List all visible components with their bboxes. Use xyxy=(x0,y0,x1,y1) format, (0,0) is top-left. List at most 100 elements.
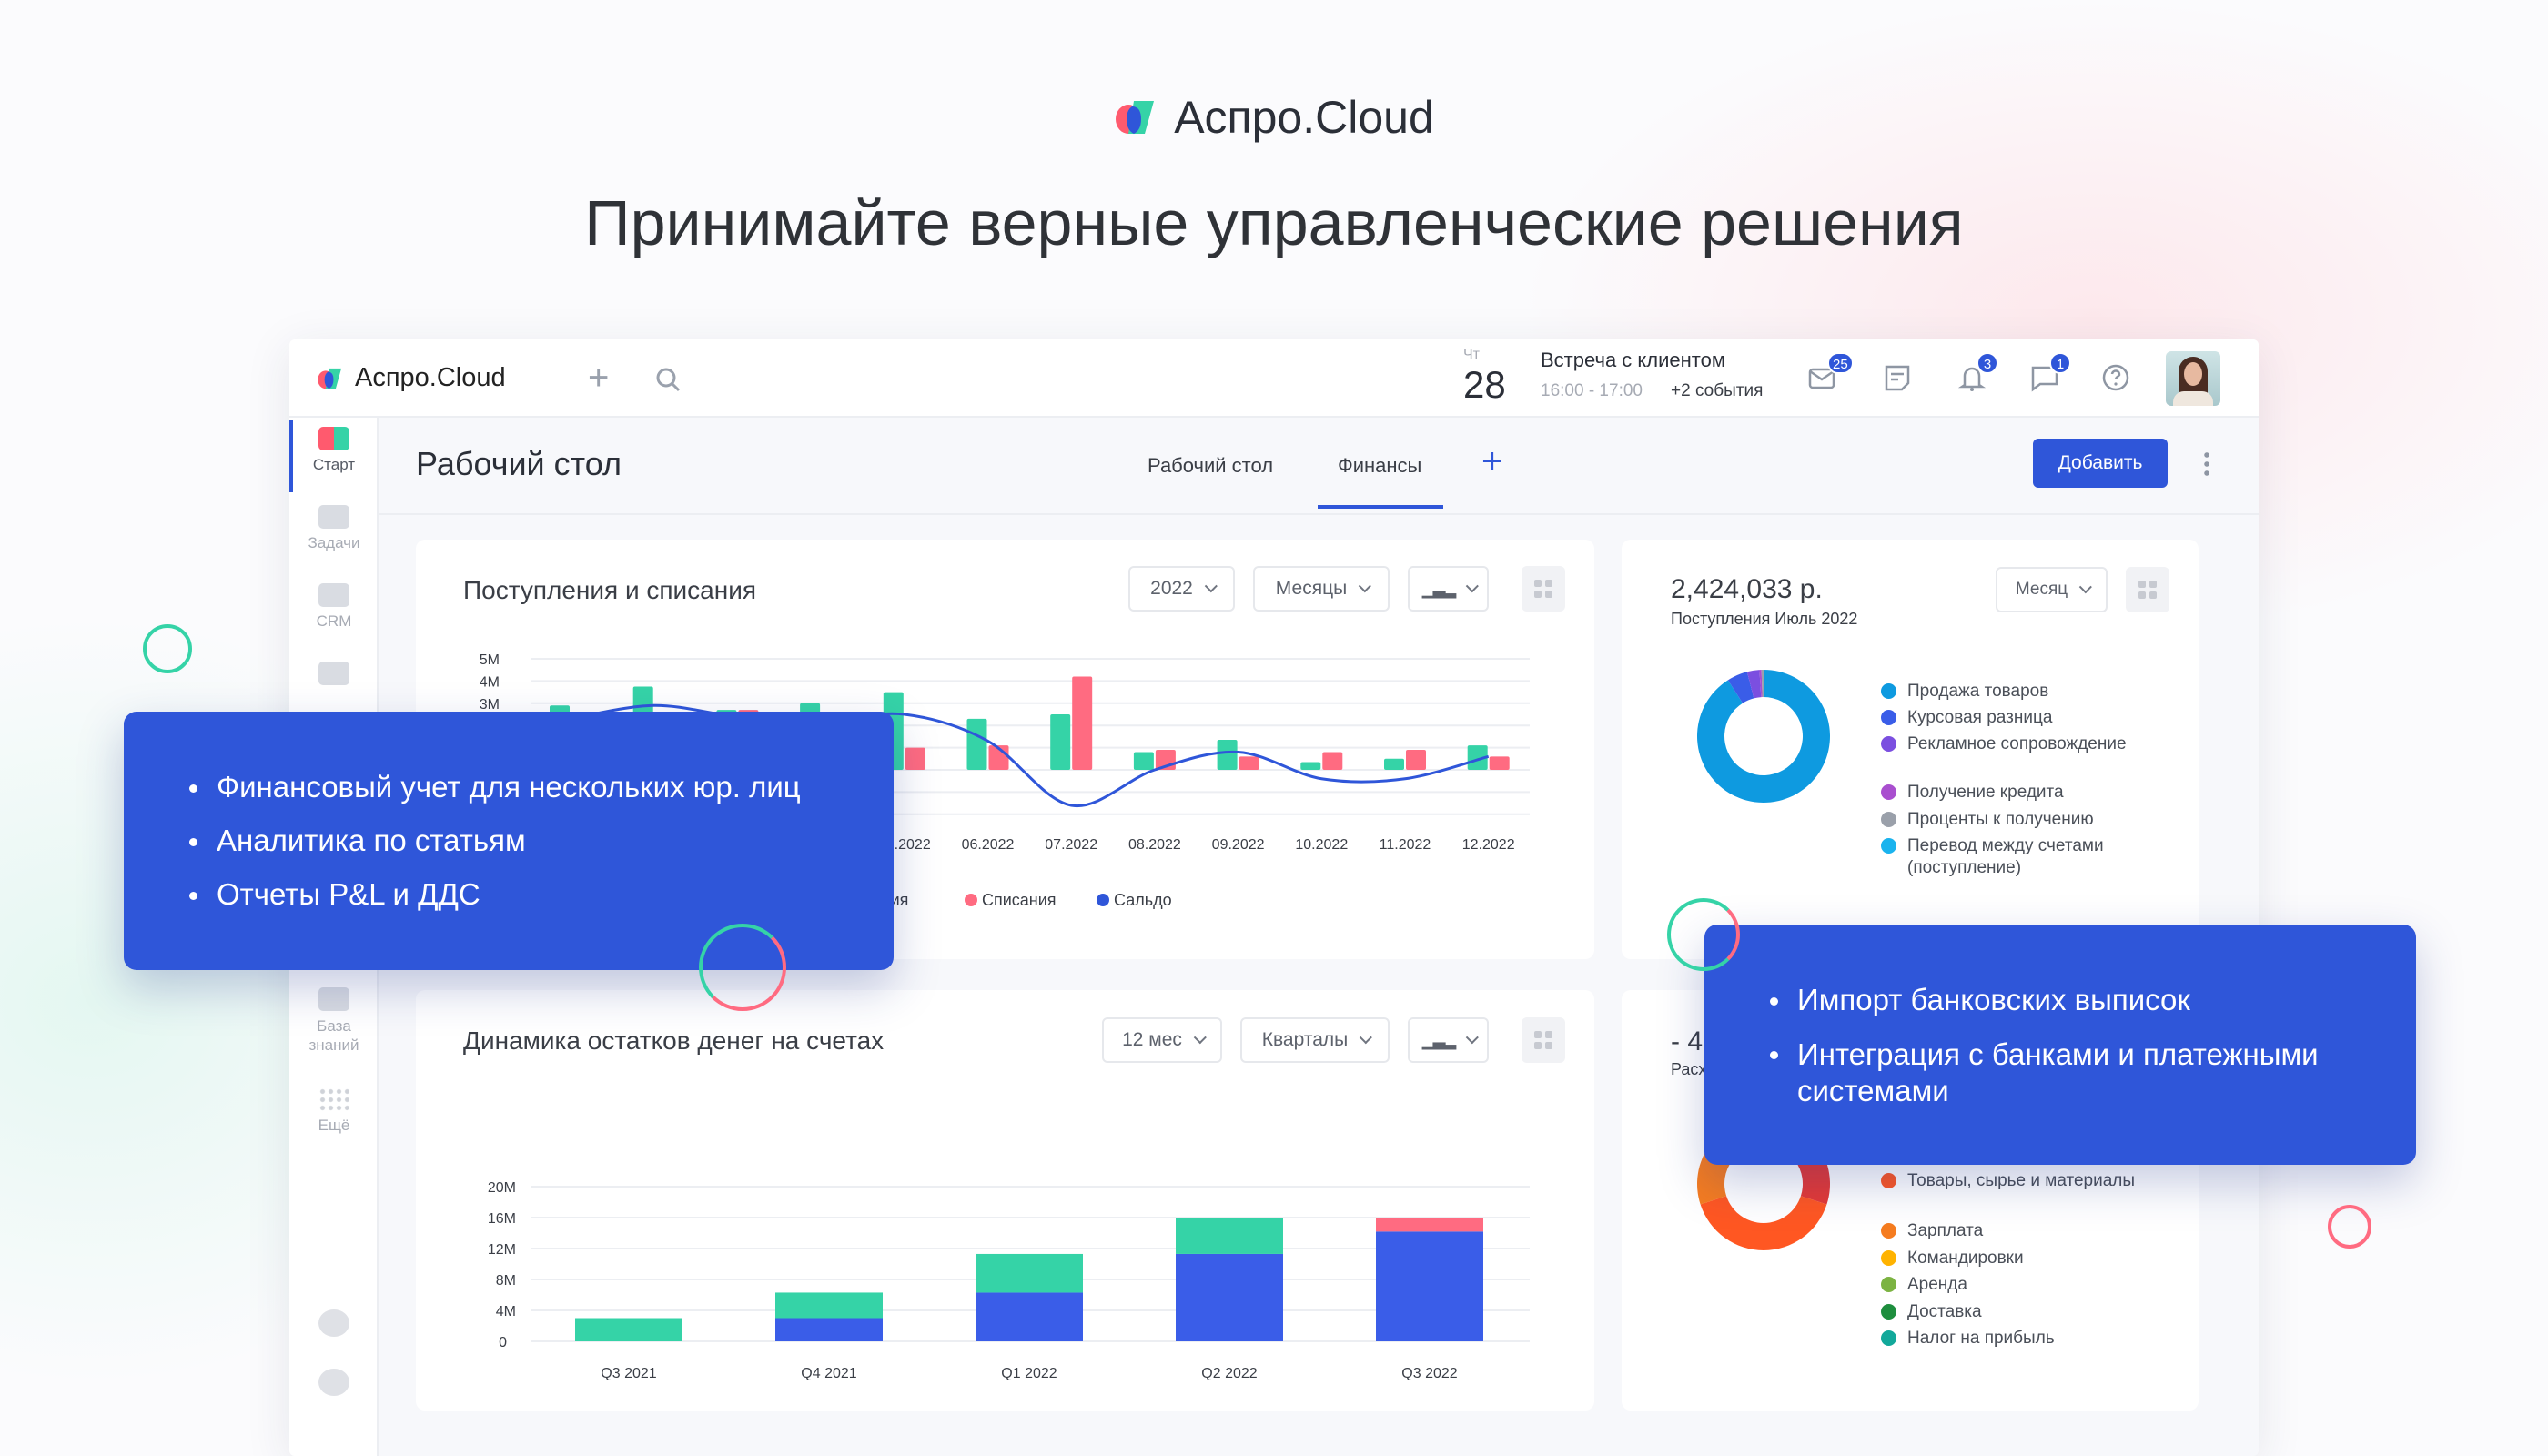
chat-badge: 1 xyxy=(2049,352,2071,374)
chevron-down-icon xyxy=(2078,581,2093,594)
mail-icon[interactable] xyxy=(1807,363,1838,392)
y-tick-label: 0 xyxy=(499,1335,507,1350)
income-amount: 2,424,033 р. xyxy=(1671,574,1823,604)
bell-icon[interactable] xyxy=(1956,363,1987,392)
legend-dot xyxy=(1881,1277,1896,1292)
expense-bar xyxy=(1322,752,1343,770)
legend-label: Командировки xyxy=(1907,1249,2024,1268)
legend-dot xyxy=(1881,683,1896,699)
legend-label: Списания xyxy=(982,891,1057,909)
stacked-bar-segment xyxy=(1176,1218,1283,1254)
legend-item: Налог на прибыль xyxy=(1881,1328,2172,1350)
stacked-bar-segment xyxy=(976,1253,1083,1293)
legend-label: Проценты к получению xyxy=(1907,810,2094,829)
expense-subtitle: Расх xyxy=(1671,1060,1707,1078)
legend-item: Курсовая разница xyxy=(1881,707,2172,729)
drag-handle-button[interactable] xyxy=(1522,566,1565,612)
brand-logo: Аспро.Cloud xyxy=(0,91,2548,144)
stacked-bar-segment xyxy=(1376,1231,1483,1341)
y-tick-label: 4M xyxy=(496,1304,516,1320)
kebab-menu-icon[interactable] xyxy=(2204,450,2209,478)
expense-bar xyxy=(1406,750,1426,770)
period-select[interactable]: Кварталы xyxy=(1240,1017,1390,1063)
x-tick-label: Q1 2022 xyxy=(1001,1366,1057,1381)
stacked-bar-segment xyxy=(976,1292,1083,1341)
sidebar-item-more[interactable]: Ещё xyxy=(289,1087,379,1135)
chart-type-select[interactable]: ▁▃▂ xyxy=(1408,566,1489,612)
balance-dynamics-card: Динамика остатков денег на счетах 12 мес… xyxy=(416,990,1594,1410)
callout-item: Финансовый учет для нескольких юр. лиц xyxy=(189,770,801,804)
page-title: Рабочий стол xyxy=(416,445,622,482)
drag-handle-button[interactable] xyxy=(1522,1017,1565,1063)
stacked-bar-segment xyxy=(1176,1253,1283,1341)
sidebar-item-start[interactable]: Старт xyxy=(289,427,379,474)
divider xyxy=(379,513,2259,515)
card-title: Поступления и списания xyxy=(463,576,757,604)
legend-label: Зарплата xyxy=(1907,1221,1984,1240)
sidebar-active-indicator xyxy=(289,420,293,492)
callout-item: Аналитика по статьям xyxy=(189,824,526,858)
year-select[interactable]: 2022 xyxy=(1128,566,1235,612)
tab-finance[interactable]: Финансы xyxy=(1338,454,1422,477)
calendar-day-name: Чт xyxy=(1463,347,1480,362)
sidebar-item-crm[interactable]: CRM xyxy=(289,583,379,631)
x-tick-label: Q3 2022 xyxy=(1401,1366,1457,1381)
add-tab-button[interactable]: + xyxy=(1481,441,1503,481)
balance-chart: 20M 16M 12M 8M 4M 0 Q3 2021 Q4 2021 Q1 2022 Q2 20… xyxy=(488,1180,1530,1381)
select-value: Месяцы xyxy=(1275,578,1348,599)
stacked-bar-segment xyxy=(775,1292,883,1319)
legend-item: Товары, сырье и материалы xyxy=(1881,1170,2172,1192)
legend-label: Налог на прибыль xyxy=(1907,1329,2055,1348)
legend-dot xyxy=(1881,1173,1896,1188)
integration-icon[interactable] xyxy=(318,1309,349,1337)
app-logo[interactable]: Аспро.Cloud xyxy=(317,363,506,393)
drag-handle-button[interactable] xyxy=(2126,567,2169,612)
legend-item: Доставка xyxy=(1881,1301,2172,1323)
features-callout-right: Импорт банковских выписок Интеграция с б… xyxy=(1704,925,2416,1165)
event-title[interactable]: Встреча с клиентом xyxy=(1541,349,1725,371)
income-structure-card: 2,424,033 р. Поступления Июль 2022 Месяц… xyxy=(1622,540,2199,959)
user-avatar[interactable] xyxy=(2166,351,2220,406)
income-bar xyxy=(1300,762,1321,770)
chart-type-select[interactable]: ▁▃▂ xyxy=(1408,1017,1489,1063)
top-header: Аспро.Cloud + Чт 28 Встреча с клиентом 1… xyxy=(289,339,2259,418)
legend-item: Командировки xyxy=(1881,1248,2172,1269)
donut-slice xyxy=(1759,670,1763,698)
plus-icon[interactable]: + xyxy=(588,358,610,398)
expense-bar xyxy=(1072,676,1093,770)
sidebar-item-hidden[interactable] xyxy=(289,662,379,691)
help-icon[interactable] xyxy=(2100,363,2131,392)
book-icon xyxy=(318,987,349,1011)
range-select[interactable]: 12 мес xyxy=(1102,1017,1222,1063)
y-tick-label: 12M xyxy=(488,1242,516,1258)
income-subtitle: Поступления Июль 2022 xyxy=(1671,610,1858,628)
y-tick-label: 20M xyxy=(488,1180,516,1196)
decor-circle xyxy=(699,924,786,1011)
tab-desktop[interactable]: Рабочий стол xyxy=(1148,454,1274,477)
sidebar-item-knowledge[interactable]: База знаний xyxy=(302,987,366,1055)
stacked-bar-segment xyxy=(575,1318,682,1341)
expense-bar xyxy=(1489,756,1510,770)
sidebar-item-tasks[interactable]: Задачи xyxy=(289,505,379,552)
legend-dot xyxy=(1881,710,1896,725)
legend-dot xyxy=(1881,1330,1896,1346)
app-logo-text: Аспро.Cloud xyxy=(355,363,506,392)
y-tick-label: 3M xyxy=(480,697,500,713)
x-tick-label: 10.2022 xyxy=(1295,837,1348,853)
x-tick-label: Q2 2022 xyxy=(1201,1366,1257,1381)
settings-icon[interactable] xyxy=(318,1369,349,1396)
search-icon[interactable] xyxy=(655,367,682,394)
period-select[interactable]: Месяцы xyxy=(1253,566,1390,612)
legend-dot xyxy=(1881,736,1896,752)
event-time: 16:00 - 17:00 xyxy=(1541,381,1643,400)
calendar-day[interactable]: 28 xyxy=(1463,363,1506,406)
event-more-link[interactable]: +2 события xyxy=(1671,381,1764,400)
income-bar xyxy=(966,718,987,770)
select-value: Месяц xyxy=(2015,580,2068,599)
legend-label: Курсовая разница xyxy=(1907,708,2053,727)
legend-label: Аренда xyxy=(1907,1275,1967,1294)
aspro-logo-icon xyxy=(1116,101,1155,134)
add-button[interactable]: Добавить xyxy=(2033,439,2168,488)
month-select[interactable]: Месяц xyxy=(1996,567,2108,612)
notes-icon[interactable] xyxy=(1882,363,1913,392)
